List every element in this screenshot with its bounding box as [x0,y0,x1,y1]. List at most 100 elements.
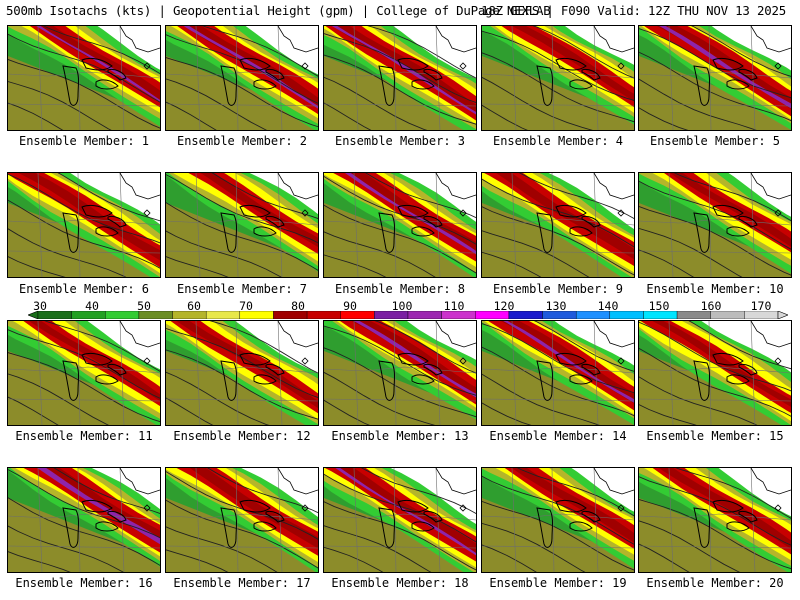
colorbar-tick-label: 60 [187,299,201,313]
colorbar-tick-label: 170 [750,299,772,313]
ensemble-panel-15 [638,320,792,426]
colorbar-segment [643,311,678,319]
member-map-7 [166,173,318,277]
colorbar-segment [407,311,442,319]
header-title: 500mb Isotachs (kts) | Geopotential Heig… [6,3,551,18]
colorbar-segment [340,311,375,319]
colorbar-segment [441,311,476,319]
colorbar-segment [542,311,577,319]
colorbar-segment [205,311,241,319]
member-map-6 [8,173,160,277]
ensemble-member-label: Ensemble Member: 14 [489,429,627,443]
colorbar-segment [508,311,543,319]
colorbar-strip [28,311,788,319]
colorbar-tick-label: 40 [85,299,99,313]
ensemble-panel-19 [481,467,635,573]
member-map-1 [8,26,160,130]
ensemble-member-label: Ensemble Member: 8 [334,282,466,296]
member-map-3 [324,26,476,130]
colorbar-segment [306,311,341,319]
ensemble-panel-16 [7,467,161,573]
colorbar-segment [744,311,779,319]
ensemble-panel-18 [323,467,477,573]
ensemble-member-label: Ensemble Member: 5 [649,134,781,148]
colorbar-tick-label: 160 [700,299,722,313]
ensemble-member-label: Ensemble Member: 13 [331,429,469,443]
ensemble-member-label: Ensemble Member: 2 [176,134,308,148]
colorbar-tick-label: 120 [493,299,515,313]
ensemble-panel-17 [165,467,319,573]
ensemble-panel-2 [165,25,319,131]
ensemble-member-label: Ensemble Member: 11 [15,429,153,443]
member-map-12 [166,321,318,425]
ensemble-panel-8 [323,172,477,278]
ensemble-member-label: Ensemble Member: 3 [334,134,466,148]
member-map-15 [639,321,791,425]
colorbar-tick-label: 150 [648,299,670,313]
member-map-19 [482,468,634,572]
ensemble-panel-14 [481,320,635,426]
ensemble-panel-7 [165,172,319,278]
member-map-9 [482,173,634,277]
member-map-10 [639,173,791,277]
colorbar-tick-label: 50 [137,299,151,313]
member-map-2 [166,26,318,130]
member-map-20 [639,468,791,572]
ensemble-member-label: Ensemble Member: 6 [18,282,150,296]
ensemble-panel-12 [165,320,319,426]
ensemble-panel-5 [638,25,792,131]
ensemble-panel-6 [7,172,161,278]
member-map-11 [8,321,160,425]
colorbar-right-arrow [777,311,788,319]
colorbar-segment [374,311,409,319]
colorbar-tick-label: 130 [545,299,567,313]
colorbar-segment [71,311,106,319]
colorbar-tick-label: 90 [343,299,357,313]
colorbar-segment [239,311,274,319]
colorbar-segment [475,311,510,319]
ensemble-member-label: Ensemble Member: 18 [331,576,469,590]
member-map-14 [482,321,634,425]
ensemble-panel-3 [323,25,477,131]
colorbar-segment [172,311,207,319]
member-map-5 [639,26,791,130]
header-valid-time: 18Z GEFS | F090 Valid: 12Z THU NOV 13 20… [481,3,786,18]
colorbar-segment [105,311,140,319]
colorbar-tick-label: 30 [33,299,47,313]
ensemble-panel-11 [7,320,161,426]
colorbar-tick-label: 100 [391,299,413,313]
map-header: 500mb Isotachs (kts) | Geopotential Heig… [0,3,800,19]
colorbar-segment [273,311,308,319]
colorbar-segment [609,311,644,319]
ensemble-panel-1 [7,25,161,131]
colorbar-tick-label: 110 [443,299,465,313]
ensemble-panel-13 [323,320,477,426]
ensemble-panel-9 [481,172,635,278]
member-map-18 [324,468,476,572]
ensemble-panel-20 [638,467,792,573]
colorbar-segment [138,311,173,319]
ensemble-member-label: Ensemble Member: 1 [18,134,150,148]
member-map-13 [324,321,476,425]
ensemble-member-label: Ensemble Member: 12 [173,429,311,443]
colorbar-tick-label: 70 [239,299,253,313]
member-map-8 [324,173,476,277]
colorbar-segment [710,311,745,319]
ensemble-member-label: Ensemble Member: 17 [173,576,311,590]
ensemble-panel-4 [481,25,635,131]
colorbar-segment [575,311,611,319]
colorbar-left-arrow [28,311,39,319]
colorbar-tick-label: 140 [597,299,619,313]
isotach-colorbar: 30 40 50 60 70 80 90 100 110 120 130 140 150 160 170 [28,299,788,323]
colorbar-segment [37,311,72,319]
ensemble-member-label: Ensemble Member: 4 [492,134,624,148]
ensemble-member-label: Ensemble Member: 10 [646,282,784,296]
ensemble-member-label: Ensemble Member: 7 [176,282,308,296]
member-map-16 [8,468,160,572]
ensemble-member-label: Ensemble Member: 15 [646,429,784,443]
colorbar-tick-label: 80 [291,299,305,313]
ensemble-member-label: Ensemble Member: 16 [15,576,153,590]
ensemble-member-label: Ensemble Member: 19 [489,576,627,590]
ensemble-panel-10 [638,172,792,278]
member-map-4 [482,26,634,130]
